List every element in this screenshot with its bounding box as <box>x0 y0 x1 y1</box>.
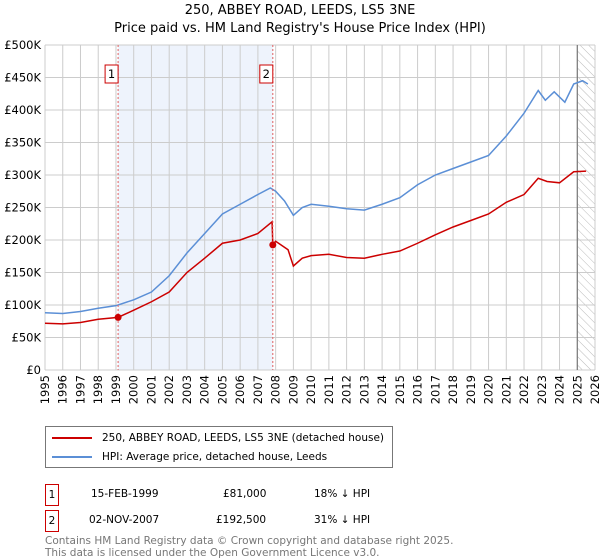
sale-price: £81,000 <box>223 488 267 500</box>
x-tick-label: 2026 <box>588 375 600 404</box>
series-line <box>44 79 589 315</box>
x-tick-label: 2008 <box>269 375 283 404</box>
legend-label: HPI: Average price, detached house, Leed… <box>102 451 328 463</box>
x-tick-label: 2019 <box>464 375 478 404</box>
y-tick-label: £500K <box>4 38 41 52</box>
x-tick-label: 2002 <box>162 375 176 404</box>
sale-badge-label: 1 <box>108 67 115 81</box>
sale-hpi-diff: 18% ↓ HPI <box>314 488 371 500</box>
x-tick-label: 2023 <box>535 375 549 404</box>
y-tick-label: £400K <box>4 103 41 117</box>
x-tick-label: 1996 <box>56 375 70 404</box>
x-tick-label: 1995 <box>38 375 52 404</box>
legend-swatch-red <box>52 437 92 439</box>
y-tick-label: £0 <box>26 363 41 377</box>
x-tick-label: 2013 <box>357 375 371 404</box>
sale-date: 02-NOV-2007 <box>89 514 160 526</box>
x-tick-label: 1998 <box>91 375 105 404</box>
x-tick-label: 2011 <box>322 375 336 404</box>
x-tick-label: 2003 <box>180 375 194 404</box>
x-tick-label: 2012 <box>340 375 354 404</box>
sale-date: 15-FEB-1999 <box>91 488 159 500</box>
sale-point <box>269 241 277 249</box>
x-tick-label: 1997 <box>73 375 87 404</box>
x-tick-label: 2004 <box>198 375 212 404</box>
y-tick-label: £150K <box>4 266 41 280</box>
footer-line: This data is licensed under the Open Gov… <box>45 547 380 559</box>
sale-badge-label: 2 <box>263 67 270 81</box>
sale-marker-badge: 1 <box>45 484 59 506</box>
sale-row: 1 15-FEB-1999 £81,000 18% ↓ HPI <box>45 484 445 506</box>
footer: Contains HM Land Registry data © Crown c… <box>45 535 453 559</box>
x-tick-label: 2022 <box>517 375 531 404</box>
legend-label: 250, ABBEY ROAD, LEEDS, LS5 3NE (detache… <box>102 432 385 444</box>
sale-badge <box>259 64 274 84</box>
x-tick-label: 2014 <box>375 375 389 404</box>
x-tick-label: 2006 <box>233 375 247 404</box>
sale-price: £192,500 <box>216 514 267 526</box>
x-tick-label: 2000 <box>127 375 141 404</box>
x-tick-label: 2007 <box>251 375 265 404</box>
series-line <box>44 170 587 325</box>
x-tick-label: 2021 <box>499 375 513 404</box>
x-tick-label: 2016 <box>411 375 425 404</box>
y-tick-label: £200K <box>4 233 41 247</box>
price-chart: 1995 1996 1997 1998 1999 2000 2001 2002 2003 2004… <box>4 38 600 404</box>
chart-subtitle: Price paid vs. HM Land Registry's House … <box>114 21 486 36</box>
x-tick-label: 1999 <box>109 375 123 404</box>
sale-point <box>114 313 122 321</box>
sale-hpi-diff: 31% ↓ HPI <box>314 514 371 526</box>
y-tick-label: £300K <box>4 168 41 182</box>
legend-swatch-blue <box>52 456 92 458</box>
x-tick-label: 2025 <box>570 375 584 404</box>
x-tick-label: 2010 <box>304 375 318 404</box>
y-tick-label: £250K <box>4 201 41 215</box>
sale-badge <box>104 64 119 84</box>
footer-line: Contains HM Land Registry data © Crown c… <box>45 535 454 547</box>
legend-item-hpi: HPI: Average price, detached house, Leed… <box>52 448 327 466</box>
sale-row: 2 02-NOV-2007 £192,500 31% ↓ HPI <box>45 510 445 532</box>
x-tick-label: 2015 <box>393 375 407 404</box>
x-tick-label: 2001 <box>144 375 158 404</box>
sale-marker-badge: 2 <box>45 510 59 532</box>
x-tick-label: 2020 <box>482 375 496 404</box>
x-tick-label: 2009 <box>286 375 300 404</box>
y-tick-label: £50K <box>12 331 42 345</box>
legend-item-property: 250, ABBEY ROAD, LEEDS, LS5 3NE (detache… <box>52 429 384 447</box>
x-tick-label: 2005 <box>215 375 229 404</box>
x-tick-label: 2024 <box>553 375 567 404</box>
legend: 250, ABBEY ROAD, LEEDS, LS5 3NE (detache… <box>45 426 393 468</box>
x-tick-label: 2018 <box>446 375 460 404</box>
chart-title: 250, ABBEY ROAD, LEEDS, LS5 3NE <box>184 3 416 18</box>
y-tick-label: £350K <box>4 136 41 150</box>
y-tick-label: £100K <box>4 298 41 312</box>
x-tick-label: 2017 <box>428 375 442 404</box>
y-tick-label: £450K <box>4 71 41 85</box>
